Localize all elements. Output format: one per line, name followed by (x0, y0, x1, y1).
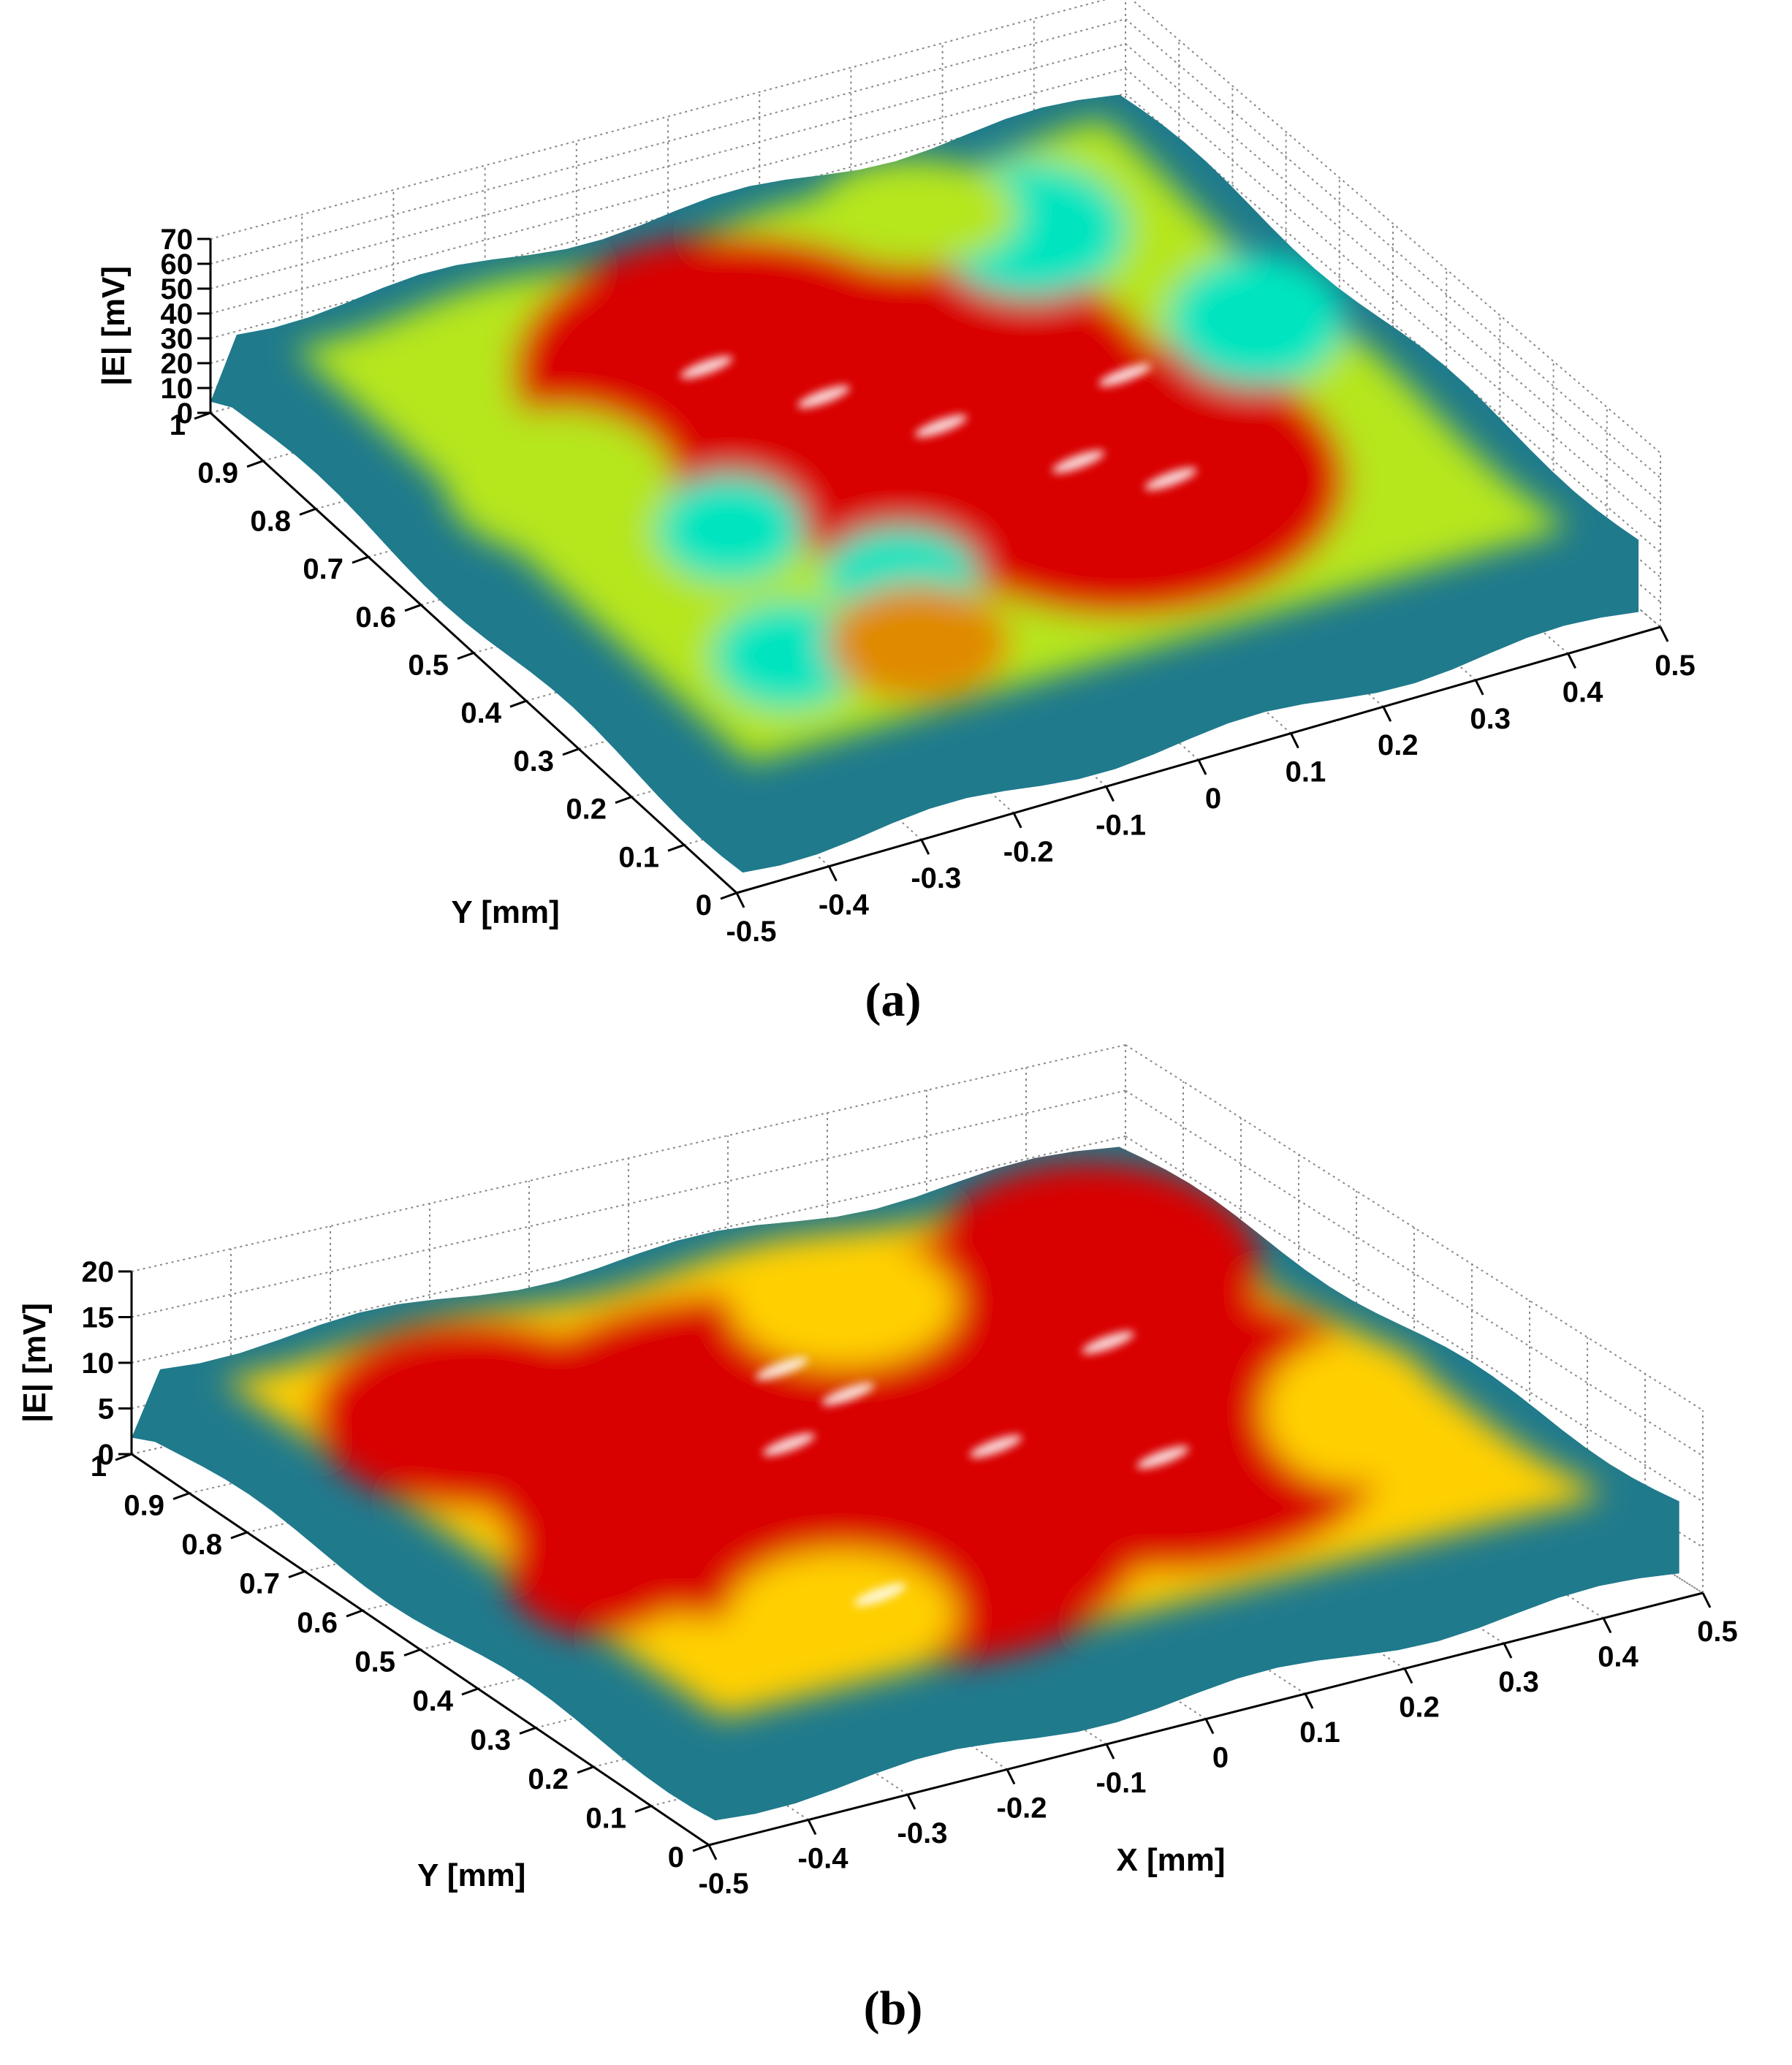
panel-label: (a) (865, 973, 922, 1027)
x-tick-label: 0.4 (1598, 1641, 1639, 1673)
y-tick-label: 0.7 (303, 553, 343, 585)
y-tick-label: 0.2 (566, 794, 607, 826)
y-tick-label: 0.6 (355, 601, 396, 634)
y-tick-label: 0.2 (528, 1763, 569, 1795)
x-tick-label: -0.2 (997, 1792, 1047, 1825)
x-tick-label: 0.2 (1399, 1692, 1440, 1724)
z-tick-label: 5 (98, 1393, 114, 1426)
y-tick-label: 0.3 (513, 745, 554, 777)
x-tick-label: 0.3 (1470, 703, 1511, 735)
axes: 0 5 10 15 20 0 0.1 0.2 0.3 0.4 0.5 0.6 0.7 0.8 0.9 1 -0.… (17, 1256, 1738, 1900)
x-tick-label: 0.1 (1286, 756, 1326, 788)
z-axis-label: |E| [mV] (17, 1303, 53, 1423)
x-tick-label: 0.5 (1697, 1616, 1738, 1648)
x-tick-label: -0.3 (897, 1817, 948, 1849)
y-tick-label: 0 (696, 889, 712, 921)
x-tick-label: -0.1 (1096, 809, 1146, 841)
x-tick-label: 0.1 (1299, 1716, 1340, 1749)
y-tick-label: 0.5 (408, 650, 449, 682)
y-tick-label: 0.8 (250, 505, 291, 537)
x-tick-label: -0.5 (726, 916, 777, 948)
y-tick-label: 0.9 (197, 457, 238, 490)
x-tick-label: -0.4 (798, 1843, 849, 1875)
z-tick-label: 20 (82, 1256, 115, 1288)
surface-chart-b: 0 5 10 15 20 0 0.1 0.2 0.3 0.4 0.5 0.6 0.7 0.8 0.9 1 -0.… (17, 1044, 1738, 2035)
surface (132, 1146, 1679, 1821)
y-tick-label: 0.8 (181, 1529, 222, 1561)
x-tick-label: 0 (1205, 783, 1221, 815)
y-tick-label: 0.1 (585, 1803, 626, 1835)
z-tick-label: 50 (161, 273, 194, 305)
x-tick-label: -0.5 (699, 1868, 749, 1900)
y-tick-label: 0.1 (618, 841, 659, 873)
x-tick-label: -0.1 (1096, 1767, 1147, 1799)
z-tick-label: 60 (161, 248, 194, 281)
panel-label: (b) (864, 1982, 923, 2035)
y-tick-label: 0.6 (297, 1607, 338, 1639)
y-tick-label: 0.9 (124, 1490, 164, 1522)
y-tick-label: 1 (91, 1450, 107, 1483)
surface (210, 94, 1639, 873)
surface-chart-a: 01020304050607000.10.20.30.40.50.60.70.8… (96, 0, 1696, 1027)
x-tick-label: 0.2 (1378, 729, 1419, 761)
z-tick-label: 30 (161, 323, 194, 355)
z-tick-label: 20 (161, 348, 194, 380)
x-tick-label: 0.4 (1563, 676, 1603, 708)
y-tick-label: 0.3 (470, 1724, 511, 1757)
x-axis-label: X [mm] (1116, 1842, 1225, 1878)
x-tick-label: -0.3 (911, 862, 961, 894)
z-tick-label: 40 (161, 298, 194, 330)
x-tick-label: 0.5 (1655, 650, 1696, 682)
y-tick-label: 1 (170, 409, 186, 441)
z-tick-label: 10 (82, 1347, 115, 1380)
x-tick-label: 0 (1212, 1742, 1229, 1774)
y-axis-label: Y [mm] (417, 1857, 525, 1893)
z-tick-label: 0 (177, 398, 193, 430)
y-axis-label: Y [mm] (451, 894, 559, 930)
y-tick-label: 0.4 (460, 697, 501, 729)
y-tick-label: 0 (668, 1841, 684, 1874)
axes: 01020304050607000.10.20.30.40.50.60.70.8… (96, 224, 1696, 948)
x-tick-label: -0.4 (819, 889, 870, 921)
x-tick-label: -0.2 (1003, 836, 1054, 868)
y-tick-label: 0.5 (354, 1646, 395, 1678)
z-tick-label: 15 (82, 1302, 115, 1334)
z-tick-label: 0 (98, 1439, 114, 1471)
z-tick-label: 70 (161, 224, 194, 256)
y-tick-label: 0.7 (239, 1568, 280, 1600)
z-axis-label: |E| [mV] (96, 266, 132, 386)
x-tick-label: 0.3 (1498, 1666, 1539, 1698)
y-tick-label: 0.4 (412, 1685, 453, 1717)
z-tick-label: 10 (161, 373, 194, 405)
